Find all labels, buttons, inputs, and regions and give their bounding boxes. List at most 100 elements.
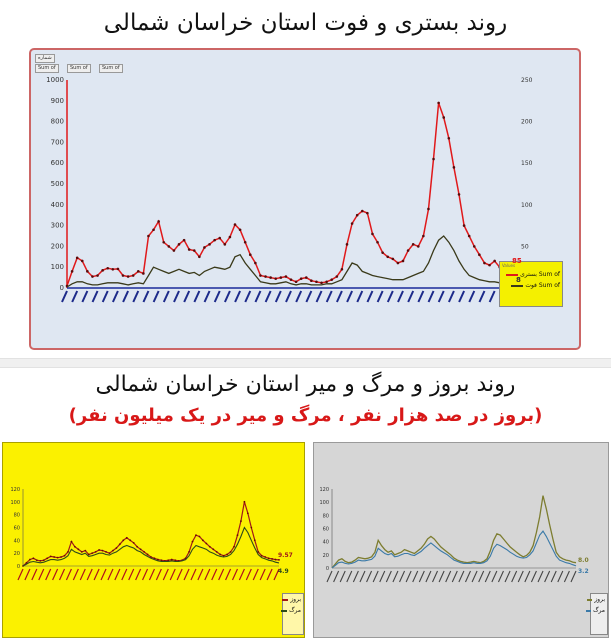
data-point	[396, 261, 400, 265]
x-tick-label	[537, 570, 544, 583]
data-point	[147, 234, 150, 238]
data-point	[122, 539, 125, 542]
x-tick-label	[458, 570, 465, 583]
field-button-b[interactable]: Sum of	[67, 64, 91, 73]
data-point	[236, 534, 239, 537]
data-point	[422, 234, 425, 238]
data-point	[170, 558, 173, 561]
chart-title-bottom: روند بروز و مرگ و میر استان خراسان شمالی	[95, 372, 516, 397]
y-tick-label: 300	[51, 222, 64, 230]
y-tick-label: 0	[60, 284, 64, 292]
data-point	[105, 550, 107, 553]
data-point	[371, 232, 374, 236]
x-tick-label	[305, 290, 313, 303]
data-point	[233, 545, 235, 548]
x-tick-label	[491, 570, 498, 583]
yellow-chart-legend: بروز مرگ	[281, 593, 304, 635]
x-tick-label	[438, 570, 445, 583]
field-button-c[interactable]: Sum of	[99, 64, 123, 73]
chart-title-top: روند بستری و فوت استان خراسان شمالی	[103, 10, 508, 36]
x-tick-label	[339, 570, 346, 583]
x-tick-label	[52, 568, 59, 581]
data-point	[63, 554, 66, 557]
data-point	[289, 278, 293, 281]
data-point	[493, 259, 496, 263]
data-point	[182, 238, 186, 242]
data-point	[248, 253, 252, 257]
y2-tick-label: 150	[521, 160, 533, 167]
y-tick-label: 100	[10, 500, 20, 506]
data-point	[139, 548, 142, 551]
x-tick-label	[285, 290, 292, 303]
x-tick-label	[264, 290, 272, 303]
data-point	[257, 550, 260, 553]
data-point	[172, 249, 176, 252]
x-tick-label	[148, 568, 156, 581]
y-tick-label: 60	[14, 526, 20, 532]
x-tick-label	[557, 570, 564, 583]
field-button-a[interactable]: Sum of	[35, 64, 59, 73]
legend-swatch-inc-right	[587, 598, 593, 601]
y2-tick-label: 200	[521, 119, 533, 126]
data-point	[157, 558, 159, 561]
legend-swatch-hosp	[506, 273, 519, 276]
chart-filter-button[interactable]: شماره	[35, 54, 55, 63]
end-label-mort-right: 3.2	[578, 568, 589, 575]
x-tick-label	[121, 568, 128, 581]
x-tick-label	[458, 290, 466, 303]
data-point	[136, 545, 139, 548]
y-tick-label: 20	[14, 551, 20, 557]
data-point	[121, 274, 125, 277]
x-tick-label	[65, 568, 72, 581]
x-tick-label	[524, 570, 531, 583]
x-tick-label	[511, 570, 518, 583]
data-point	[187, 248, 191, 251]
data-point	[152, 228, 155, 232]
x-tick-label	[352, 570, 359, 583]
y-tick-label: 200	[51, 242, 64, 250]
y-tick-label: 40	[14, 538, 20, 544]
data-point	[167, 245, 171, 248]
x-tick-label	[274, 290, 282, 303]
x-tick-label	[418, 570, 425, 583]
data-point	[191, 540, 194, 543]
data-point	[116, 267, 120, 271]
y-tick-label: 1000	[46, 76, 64, 84]
data-point	[401, 259, 405, 263]
x-tick-label	[162, 568, 169, 581]
data-point	[233, 223, 237, 226]
data-point	[218, 236, 222, 240]
x-tick-label	[386, 290, 394, 303]
x-tick-label	[190, 568, 197, 581]
data-point	[53, 556, 56, 558]
data-point	[198, 535, 201, 538]
grey-chart-legend: بروز مرگ	[586, 593, 608, 635]
data-point	[478, 253, 481, 257]
data-point	[153, 557, 156, 560]
x-tick-label	[427, 290, 435, 303]
data-point	[108, 552, 111, 555]
top-chart-panel: شماره Sum of Sum of Sum of 0 100 200 300 400…	[29, 48, 581, 350]
y-tick-label: 600	[51, 159, 64, 167]
x-tick-label	[379, 570, 386, 583]
data-point	[167, 559, 170, 562]
data-point	[355, 213, 359, 217]
data-point	[118, 543, 121, 546]
legend-header: Values	[502, 263, 516, 268]
data-point	[483, 261, 486, 265]
x-tick-label	[72, 568, 79, 581]
data-point	[325, 280, 328, 284]
x-tick-label	[478, 570, 485, 583]
series-line-2	[331, 530, 577, 569]
data-point	[73, 545, 76, 548]
x-tick-label	[376, 290, 384, 303]
x-tick-label	[203, 290, 211, 303]
data-point	[49, 555, 52, 558]
y-tick-label: 700	[51, 138, 64, 146]
incidence-chart-grey-panel: 0 20 40 60 80 100 120	[313, 442, 609, 638]
data-point	[101, 269, 104, 272]
x-tick-label	[204, 568, 211, 581]
top-line-chart: 0100200300400500600700800900100005010015…	[46, 76, 533, 303]
data-point	[35, 559, 38, 562]
x-tick-label	[335, 290, 343, 303]
